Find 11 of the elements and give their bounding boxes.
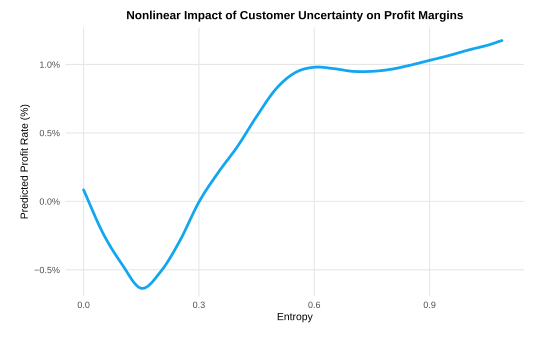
- y-tick-label: −0.5%: [34, 266, 60, 274]
- x-tick-label: 0.9: [424, 302, 436, 308]
- x-tick-label: 0.6: [308, 302, 320, 308]
- y-axis-title: Predicted Profit Rate (%): [20, 104, 30, 218]
- x-tick-label: 0.3: [193, 302, 205, 308]
- x-tick-label: 0.0: [78, 302, 90, 308]
- y-tick-label: 0.0%: [40, 198, 60, 205]
- chart-title: Nonlinear Impact of Customer Uncertainty on Profit Margins: [127, 10, 463, 22]
- x-axis-title: Entropy: [278, 312, 313, 322]
- y-tick-label: 1.0%: [40, 61, 60, 68]
- y-tick-label: 0.5%: [40, 130, 60, 136]
